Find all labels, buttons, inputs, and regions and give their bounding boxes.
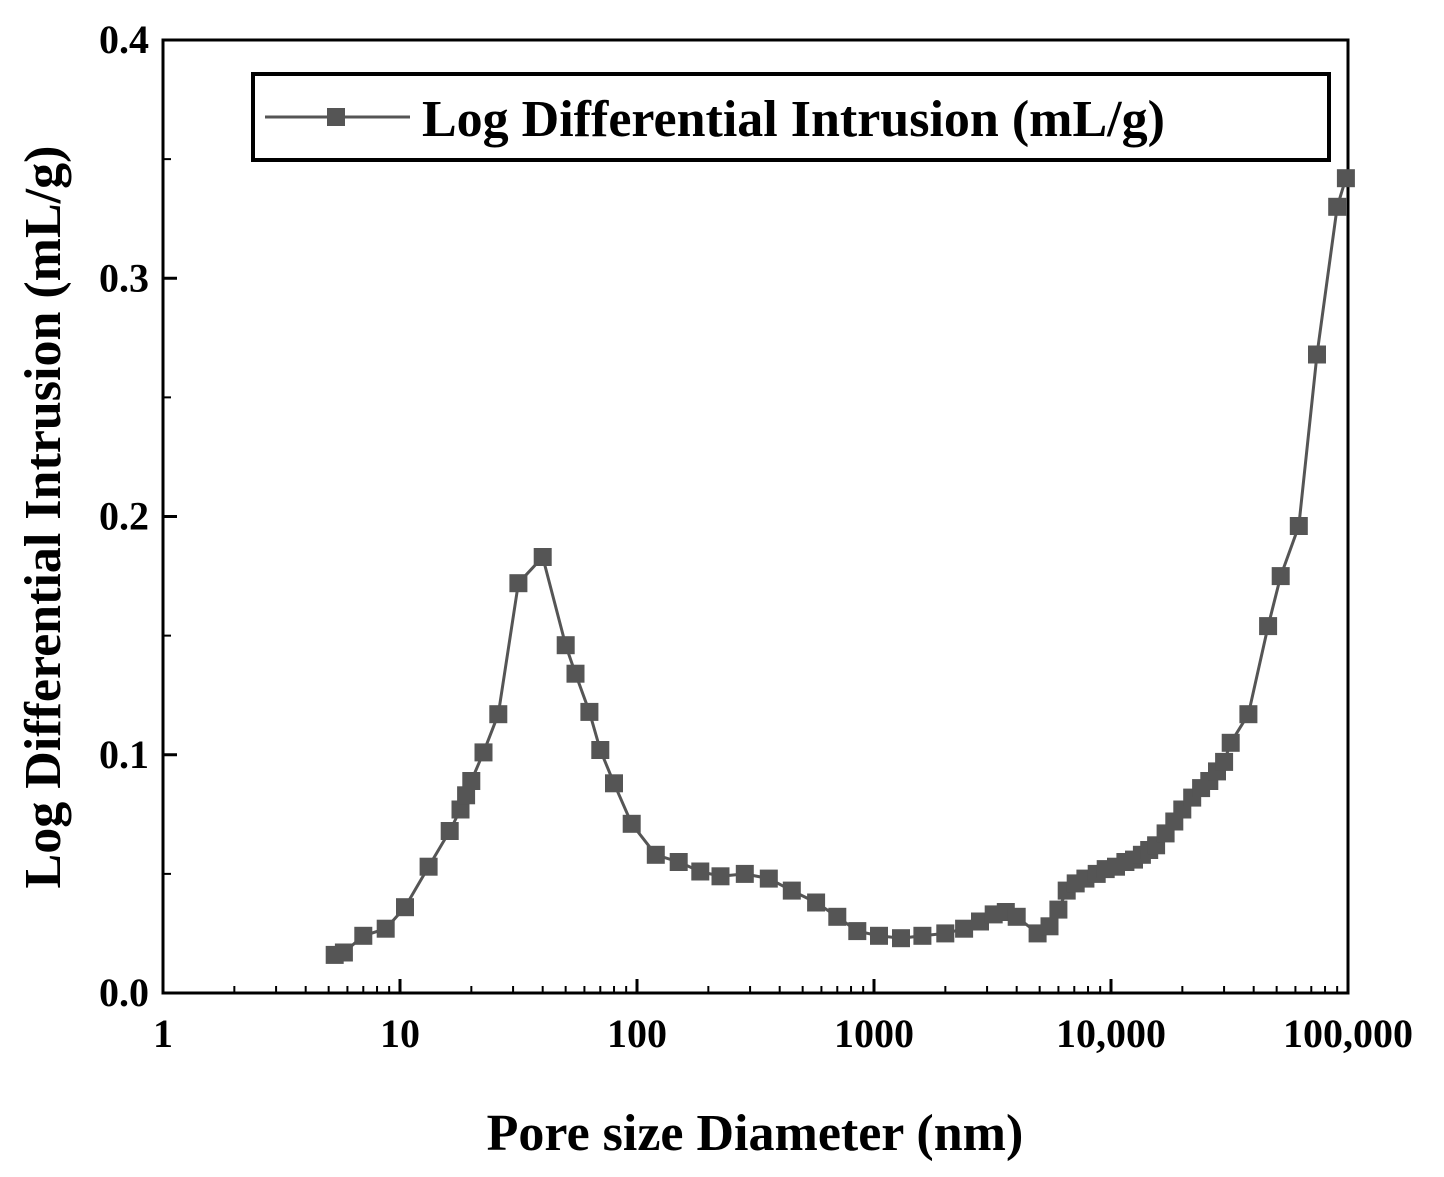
data-point [462, 772, 481, 790]
data-point [605, 774, 623, 793]
data-point [509, 574, 528, 593]
data-point [807, 893, 826, 912]
data-point [451, 800, 470, 819]
data-point [354, 926, 373, 945]
data-point [334, 943, 353, 962]
data-point [735, 864, 754, 883]
x-tick-label: 1 [153, 1011, 173, 1056]
data-point [533, 548, 552, 566]
data-point [936, 924, 955, 943]
data-point [440, 822, 459, 840]
data-point [828, 907, 847, 926]
series-line [334, 177, 1348, 957]
data-point [580, 702, 599, 721]
data-point [711, 867, 730, 886]
data-point [1271, 567, 1290, 586]
data-point [474, 743, 493, 762]
data-point [1289, 517, 1308, 535]
data-point [556, 636, 575, 655]
data-point [1336, 169, 1355, 188]
data-point [782, 881, 801, 900]
plot-frame [161, 38, 1350, 995]
data-point [669, 853, 688, 871]
data-point [1007, 907, 1026, 926]
y-tick-label: 0.2 [99, 494, 149, 539]
series-layer [325, 169, 1355, 964]
x-tick-label: 10 [380, 1011, 420, 1056]
legend-marker-sample [327, 108, 345, 126]
data-point [870, 926, 888, 945]
data-point [1215, 752, 1234, 771]
data-point [892, 929, 910, 948]
data-point [1049, 900, 1068, 919]
x-tick-label: 100,000 [1283, 1011, 1413, 1056]
data-point [759, 869, 778, 888]
data-point [646, 845, 665, 864]
data-point [1239, 705, 1258, 724]
data-point [419, 857, 438, 876]
legend-box [251, 72, 1331, 162]
x-tick-label: 10,000 [1056, 1011, 1166, 1056]
legend-label: Log Differential Intrusion (mL/g) [422, 91, 1165, 148]
data-point [691, 862, 710, 881]
y-tick-label: 0.4 [99, 17, 149, 62]
data-point [955, 919, 974, 938]
data-point [913, 926, 932, 945]
y-axis-ticks: 0.0 0.1 0.2 0.3 0.4 [99, 17, 177, 1015]
data-point [457, 786, 476, 805]
x-tick-label: 1000 [834, 1011, 914, 1056]
data-point [1328, 197, 1347, 216]
data-point [1308, 345, 1326, 364]
y-axis-title: Log Differential Intrusion (mL/g) [15, 146, 72, 889]
data-point [591, 741, 610, 759]
data-point [1221, 733, 1240, 752]
data-point [971, 912, 989, 931]
data-point [622, 814, 641, 833]
y-tick-label: 0.1 [99, 732, 149, 777]
data-point [566, 664, 585, 683]
data-point [848, 922, 867, 941]
legend: Log Differential Intrusion (mL/g) [251, 72, 1331, 162]
y-tick-label: 0.0 [99, 970, 149, 1015]
data-point [1040, 917, 1059, 936]
data-point [396, 898, 414, 917]
data-point [489, 705, 508, 724]
data-point [376, 919, 395, 938]
x-axis-ticks: 1 10 100 1000 10,000 100,000 [153, 979, 1413, 1056]
x-tick-label: 100 [607, 1011, 667, 1056]
data-point [1259, 617, 1278, 636]
y-tick-label: 0.3 [99, 255, 149, 300]
x-axis-title: Pore size Diameter (nm) [487, 1105, 1024, 1162]
